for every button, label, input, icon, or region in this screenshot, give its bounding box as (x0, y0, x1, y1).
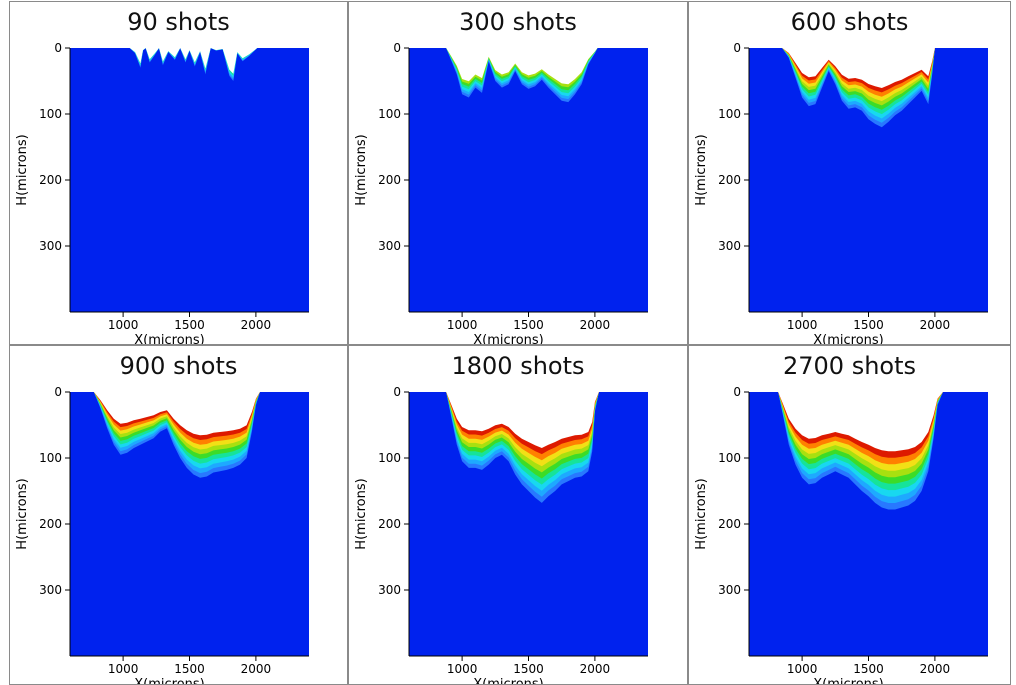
x-tick-label: 1000 (447, 318, 478, 332)
y-tick-label: 100 (39, 451, 62, 465)
chart-svg: 0 100 200 300 1000 1500 2000 X(microns) H(micron… (354, 41, 648, 344)
x-tick-label: 1500 (174, 662, 205, 676)
y-axis-label: H(microns) (694, 134, 709, 205)
y-tick-label: 300 (39, 239, 62, 253)
y-tick-label: 300 (378, 239, 401, 253)
y-tick-label: 100 (39, 107, 62, 121)
y-tick-label: 0 (54, 385, 62, 399)
chart-title: 900 shots (119, 352, 238, 380)
y-tick-label: 100 (718, 107, 741, 121)
y-axis-label: H(microns) (354, 134, 369, 205)
panel-300-shots: 0 100 200 300 1000 1500 2000 X(microns) H(micron… (348, 1, 688, 345)
x-tick-label: 1500 (513, 662, 544, 676)
panel-900-shots: 0 100 200 300 1000 1500 2000 X(microns) H(micron… (9, 345, 348, 685)
chart-title: 2700 shots (782, 352, 917, 380)
chart-svg: 0 100 200 300 1000 1500 2000 X(microns) H(micron… (15, 41, 309, 344)
y-tick-label: 100 (378, 451, 401, 465)
panel-600-shots: 0 100 200 300 1000 1500 2000 X(microns) H(micron… (688, 1, 1011, 345)
y-tick-label: 0 (733, 385, 741, 399)
y-tick-label: 300 (718, 239, 741, 253)
x-tick-label: 1000 (787, 318, 818, 332)
x-axis-label: X(microns) (473, 677, 544, 684)
crater-cavity (446, 392, 599, 448)
crater-cavity (129, 48, 258, 74)
y-tick-label: 200 (39, 517, 62, 531)
material-region (70, 48, 309, 312)
x-tick-label: 1000 (447, 662, 478, 676)
x-tick-label: 1500 (174, 318, 205, 332)
y-axis-label: H(microns) (694, 478, 709, 549)
y-tick-label: 100 (378, 107, 401, 121)
x-tick-label: 1500 (853, 318, 884, 332)
crater-cavity (446, 48, 598, 85)
x-tick-label: 2000 (920, 318, 951, 332)
y-tick-label: 200 (718, 517, 741, 531)
material-region (409, 48, 648, 312)
y-tick-label: 0 (54, 41, 62, 55)
x-tick-label: 1000 (787, 662, 818, 676)
crater-cavity (778, 392, 943, 452)
x-tick-label: 1000 (108, 318, 139, 332)
crater-cavity (782, 48, 935, 88)
x-tick-label: 2000 (241, 662, 272, 676)
y-tick-label: 300 (378, 583, 401, 597)
y-axis-label: H(microns) (15, 478, 30, 549)
x-axis-label: X(microns) (813, 677, 884, 684)
y-tick-label: 300 (718, 583, 741, 597)
x-tick-label: 2000 (920, 662, 951, 676)
y-tick-label: 100 (718, 451, 741, 465)
y-axis-label: H(microns) (354, 478, 369, 549)
y-tick-label: 0 (393, 385, 401, 399)
x-tick-label: 2000 (241, 318, 272, 332)
y-tick-label: 200 (378, 173, 401, 187)
chart-svg: 0 100 200 300 1000 1500 2000 X(microns) H(micron… (15, 385, 309, 684)
x-tick-label: 1500 (513, 318, 544, 332)
x-axis-label: X(microns) (473, 333, 544, 344)
chart-title: 300 shots (459, 8, 577, 36)
x-axis-label: X(microns) (134, 333, 205, 344)
x-tick-label: 1500 (853, 662, 884, 676)
x-axis-label: X(microns) (134, 677, 205, 684)
chart-svg: 0 100 200 300 1000 1500 2000 X(microns) H(micron… (694, 385, 988, 684)
y-tick-label: 300 (39, 583, 62, 597)
y-tick-label: 0 (393, 41, 401, 55)
y-tick-label: 200 (39, 173, 62, 187)
y-tick-label: 200 (378, 517, 401, 531)
chart-title: 90 shots (127, 8, 230, 36)
panel-1800-shots: 0 100 200 300 1000 1500 2000 X(microns) H(micron… (348, 345, 688, 685)
crater-cavity (93, 392, 260, 436)
y-tick-label: 200 (718, 173, 741, 187)
chart-svg: 0 100 200 300 1000 1500 2000 X(microns) H(micron… (694, 41, 988, 344)
chart-title: 600 shots (790, 8, 909, 36)
y-axis-label: H(microns) (15, 134, 30, 205)
x-tick-label: 2000 (580, 662, 611, 676)
x-tick-label: 2000 (580, 318, 611, 332)
x-tick-label: 1000 (108, 662, 139, 676)
y-tick-label: 0 (733, 41, 741, 55)
chart-title: 1800 shots (451, 352, 585, 380)
x-axis-label: X(microns) (813, 333, 884, 344)
panel-2700-shots: 0 100 200 300 1000 1500 2000 X(microns) H(micron… (688, 345, 1011, 685)
chart-svg: 0 100 200 300 1000 1500 2000 X(microns) H(micron… (354, 385, 648, 684)
panel-90-shots: 0 100 200 300 1000 1500 2000 X(microns) H(micron… (9, 1, 348, 345)
